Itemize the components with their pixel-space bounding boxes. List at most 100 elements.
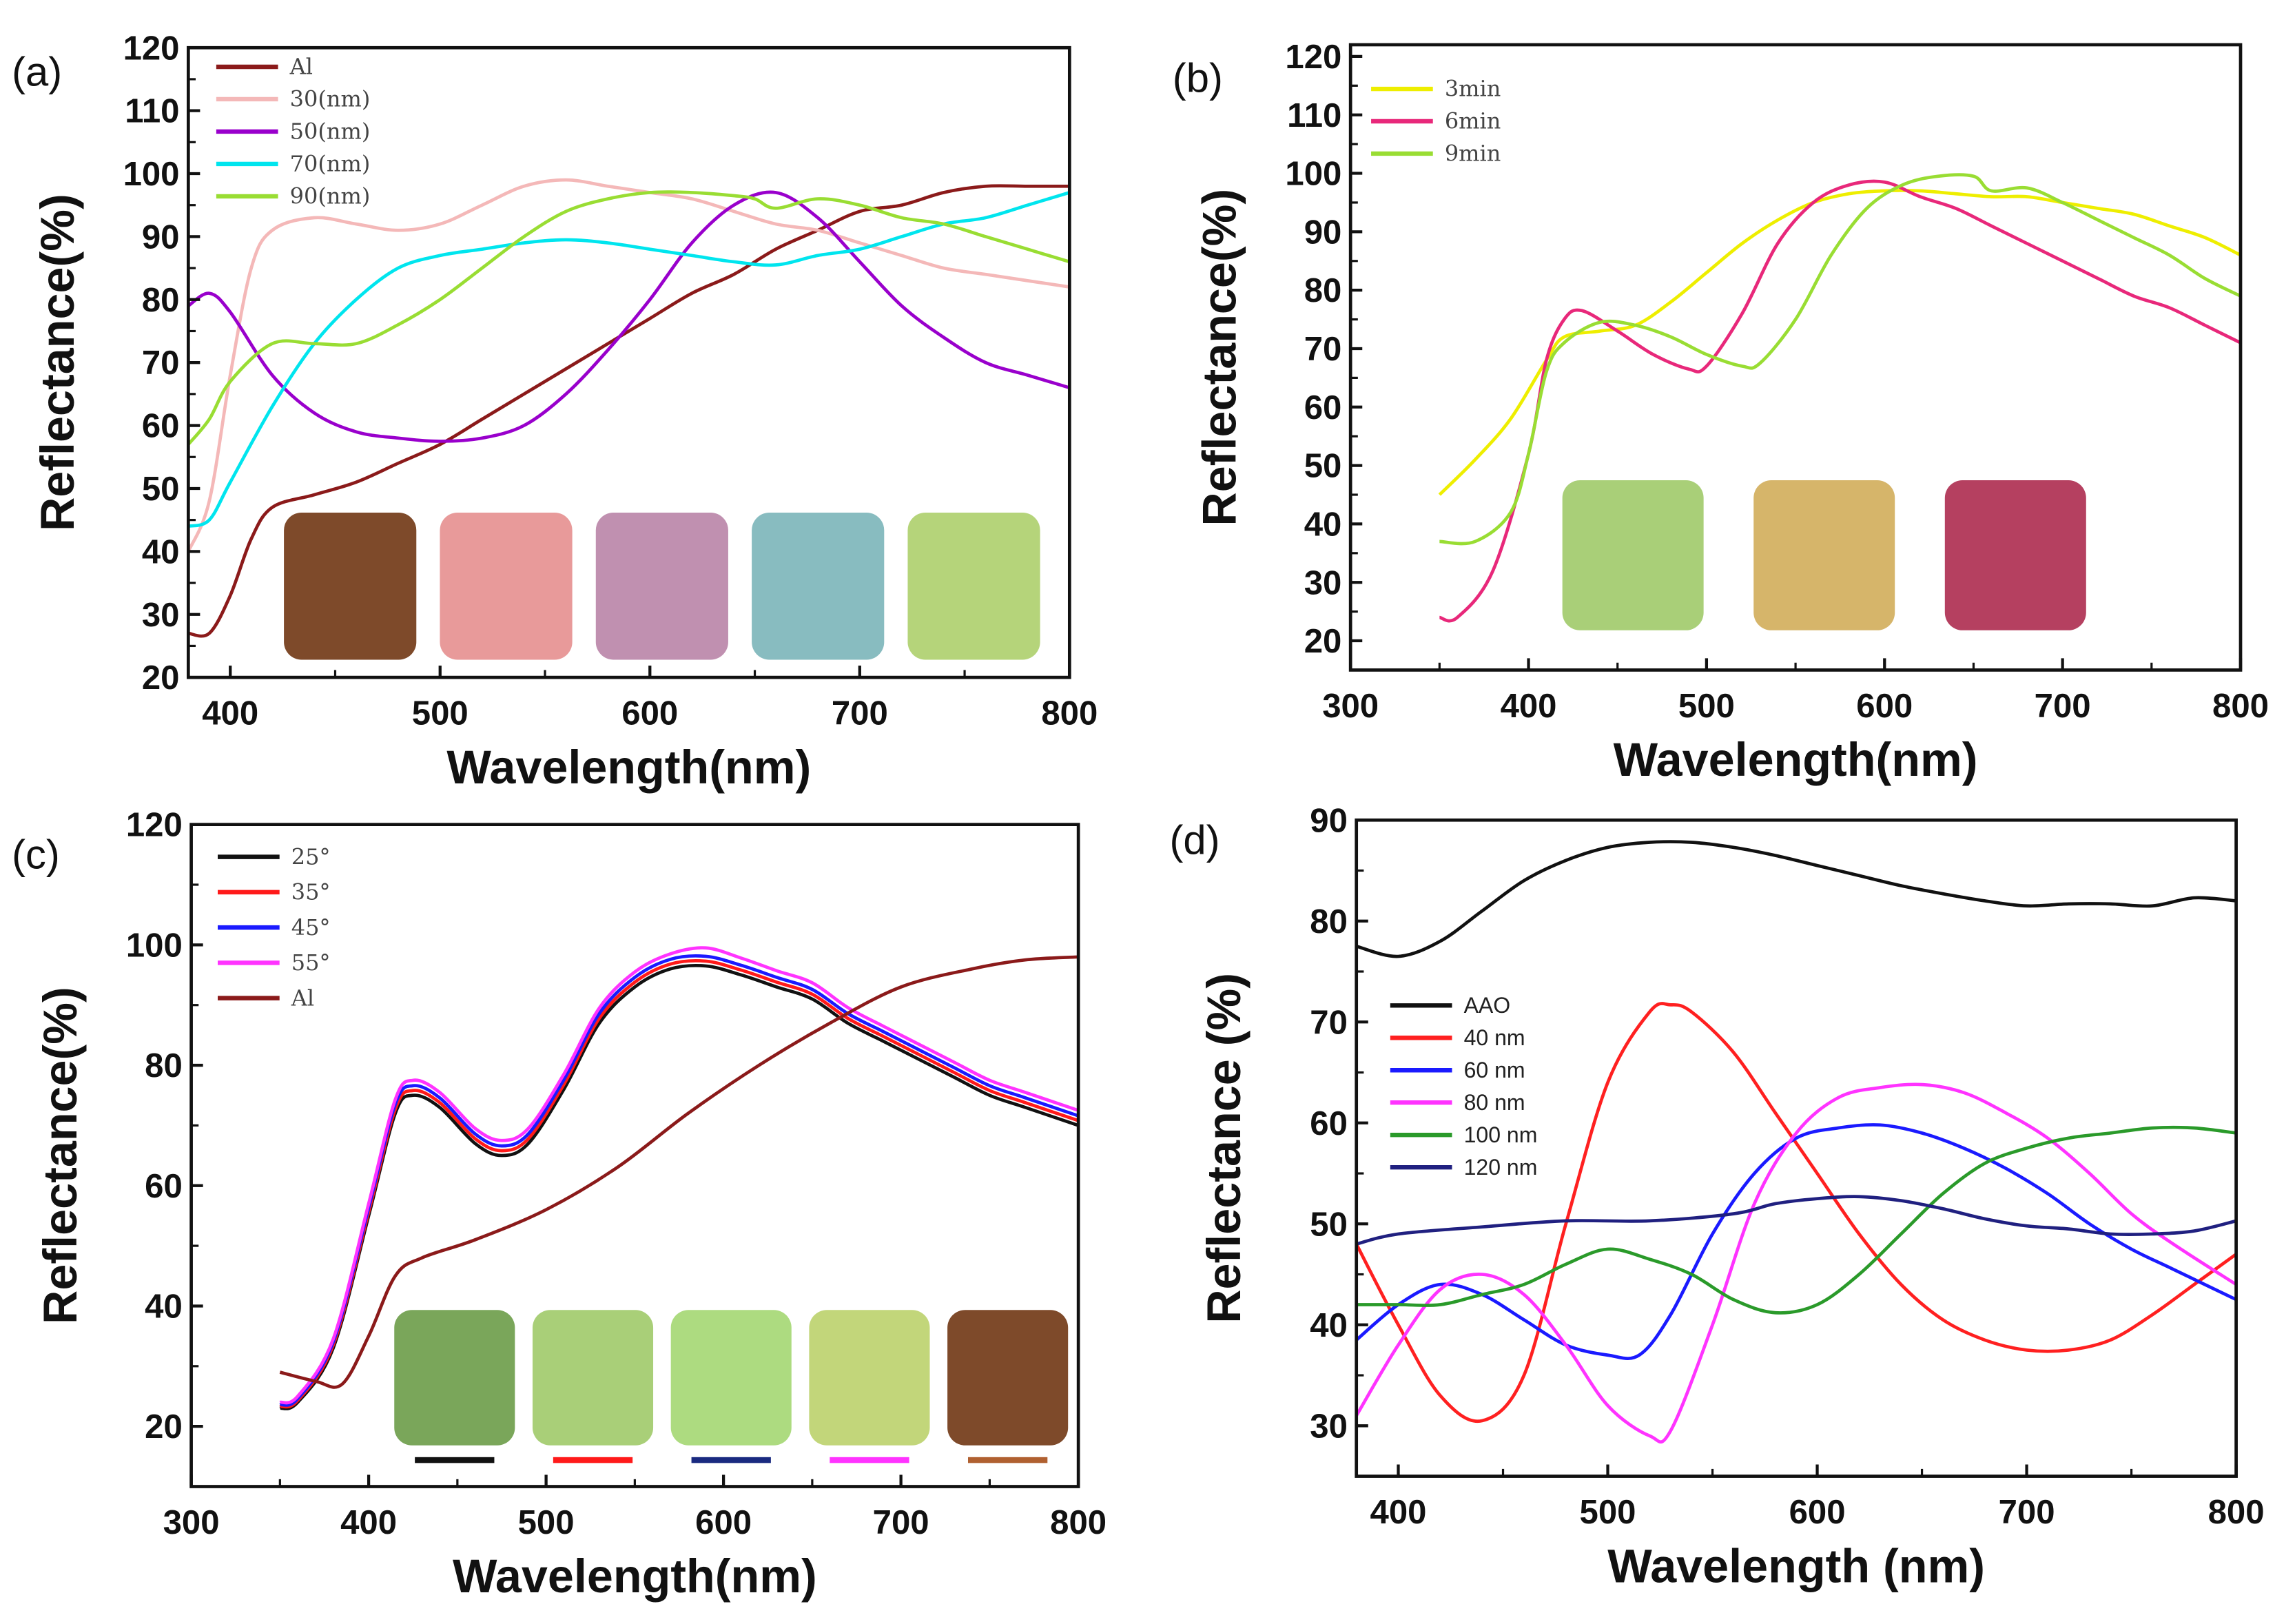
y-tick-label: 30 xyxy=(1310,1408,1348,1445)
panel-label: (a) xyxy=(12,49,62,95)
sample-swatch xyxy=(1562,480,1704,630)
x-tick-label: 400 xyxy=(202,695,258,732)
plot-frame xyxy=(189,823,1080,1488)
y-tick-label: 110 xyxy=(125,93,179,130)
x-tick-label: 400 xyxy=(1501,688,1557,725)
legend-label: 35° xyxy=(291,879,331,905)
series-line-50nm xyxy=(188,190,1070,443)
sample-swatch xyxy=(394,1310,515,1446)
series-line-120nm xyxy=(1356,1195,2236,1246)
series-line-30nm xyxy=(188,178,1070,553)
x-tick-label: 800 xyxy=(1041,695,1098,732)
legend-label: 80 nm xyxy=(1464,1090,1525,1115)
x-tick-label: 400 xyxy=(340,1504,397,1541)
sample-swatch xyxy=(595,512,728,660)
y-tick-label: 120 xyxy=(126,807,183,844)
x-tick-label: 300 xyxy=(1322,688,1379,725)
y-tick-label: 100 xyxy=(123,156,180,193)
x-tick-label: 500 xyxy=(518,1504,575,1541)
x-axis-label: Wavelength(nm) xyxy=(446,741,811,794)
x-tick-label: 500 xyxy=(412,695,469,732)
panel-label: (c) xyxy=(12,832,60,878)
y-tick-label: 120 xyxy=(123,30,180,67)
series-line-80nm xyxy=(1356,1082,2236,1444)
y-axis-label: Reflectance(%) xyxy=(34,987,87,1324)
series-line-55 xyxy=(279,946,1079,1405)
x-tick-label: 500 xyxy=(1580,1494,1636,1531)
x-tick-label: 600 xyxy=(1789,1494,1846,1531)
y-axis-label: Reflectance (%) xyxy=(1198,973,1251,1324)
legend-label: Al xyxy=(291,985,314,1011)
legend-label: 120 nm xyxy=(1464,1155,1538,1180)
legend-label: 30(nm) xyxy=(290,86,371,112)
y-axis-label: Reflectance(%) xyxy=(32,194,84,531)
y-axis-label: Reflectance(%) xyxy=(1194,189,1246,526)
x-tick-label: 700 xyxy=(2035,688,2091,725)
series-line-3min xyxy=(1438,189,2241,496)
series-line-Al xyxy=(188,184,1070,638)
y-tick-label: 40 xyxy=(142,533,180,571)
x-tick-label: 600 xyxy=(621,695,678,732)
y-tick-label: 90 xyxy=(1310,802,1348,839)
sample-swatch xyxy=(1753,480,1895,630)
x-tick-label: 600 xyxy=(1856,688,1913,725)
series-line-AAO xyxy=(1356,840,2236,958)
legend-label: 60 nm xyxy=(1464,1058,1525,1082)
legend-label: 9min xyxy=(1445,141,1501,167)
x-tick-label: 400 xyxy=(1370,1494,1427,1531)
x-tick-label: 800 xyxy=(2208,1494,2265,1531)
chart-panel-a: (a) Al 30(nm) 50(nm) 70(nm) 90(nm) 400 500 600 70… xyxy=(12,30,1098,794)
x-axis-label: Wavelength(nm) xyxy=(1614,734,1978,786)
legend-label: 50(nm) xyxy=(290,119,371,145)
panel-label: (b) xyxy=(1173,54,1223,101)
y-tick-label: 90 xyxy=(142,218,180,256)
y-tick-label: 50 xyxy=(142,471,180,508)
x-tick-label: 800 xyxy=(2212,688,2269,725)
series-line-70nm xyxy=(188,191,1070,528)
y-tick-label: 80 xyxy=(145,1047,183,1085)
legend-label: 55° xyxy=(291,949,331,976)
sample-swatch xyxy=(752,512,885,660)
y-tick-label: 60 xyxy=(1310,1105,1348,1142)
y-tick-label: 50 xyxy=(1304,448,1342,485)
y-tick-label: 80 xyxy=(1310,903,1348,941)
plot-frame xyxy=(1355,818,2238,1478)
y-tick-label: 80 xyxy=(1304,272,1342,309)
y-tick-label: 50 xyxy=(1310,1206,1348,1243)
legend-label: 25° xyxy=(291,843,331,870)
y-tick-label: 60 xyxy=(142,408,180,445)
sample-swatch xyxy=(532,1310,654,1446)
y-tick-label: 70 xyxy=(1310,1004,1348,1041)
sample-swatch xyxy=(947,1310,1069,1446)
legend-label: 3min xyxy=(1445,76,1501,102)
sample-swatch xyxy=(670,1310,792,1446)
legend-label: 6min xyxy=(1445,108,1501,134)
y-tick-label: 120 xyxy=(1285,39,1341,76)
y-tick-label: 100 xyxy=(126,927,183,964)
legend-label: 45° xyxy=(291,914,331,941)
sample-swatch xyxy=(907,512,1040,660)
y-tick-label: 70 xyxy=(1304,331,1342,368)
legend-label: 40 nm xyxy=(1464,1025,1525,1050)
chart-panel-d: (d) AAO 40 nm 60 nm 80 nm 100 nm 120 nm 400 500 6… xyxy=(1170,802,2265,1592)
y-tick-label: 60 xyxy=(1304,389,1342,426)
panel-label: (d) xyxy=(1170,816,1220,863)
x-tick-label: 300 xyxy=(163,1504,220,1541)
swatch-underline xyxy=(553,1457,633,1463)
y-tick-label: 90 xyxy=(1304,214,1342,251)
series-line-100nm xyxy=(1356,1125,2236,1315)
x-tick-label: 600 xyxy=(695,1504,752,1541)
swatch-underline xyxy=(830,1457,909,1463)
x-axis-label: Wavelength (nm) xyxy=(1607,1540,1985,1592)
y-tick-label: 60 xyxy=(145,1168,183,1205)
y-tick-label: 40 xyxy=(1310,1307,1348,1344)
series-line-60nm xyxy=(1356,1123,2236,1361)
y-tick-label: 20 xyxy=(145,1408,183,1446)
series-line-90nm xyxy=(188,190,1070,446)
series-line-40nm xyxy=(1356,1002,2236,1423)
y-tick-label: 30 xyxy=(1304,564,1342,602)
legend-label: 100 nm xyxy=(1464,1122,1538,1147)
legend-label: AAO xyxy=(1464,993,1511,1018)
sample-swatch xyxy=(809,1310,930,1446)
y-tick-label: 80 xyxy=(142,282,180,319)
